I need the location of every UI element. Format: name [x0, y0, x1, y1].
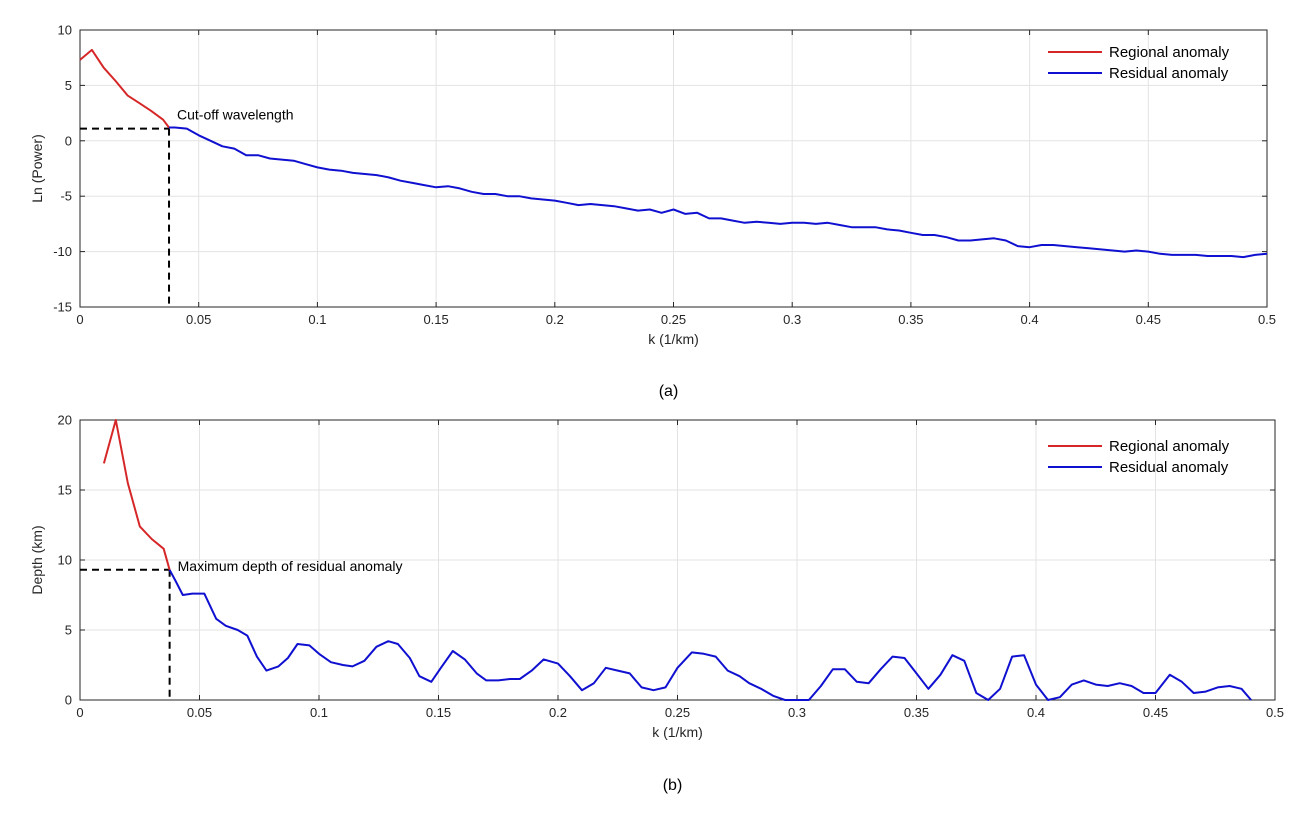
panel-b-x-tick-label: 0.05 [187, 705, 212, 720]
panel-b-series-regional-line [102, 419, 171, 571]
panel-b-legend-label-regional: Regional anomaly [1109, 438, 1230, 455]
panel-b-x-tick-label: 0.1 [310, 705, 328, 720]
panel-b-label: (b) [663, 777, 683, 794]
panel-a-y-tick-label: -10 [53, 244, 72, 259]
panel-a-annotation: Cut-off wavelength [177, 107, 293, 123]
panel-a-y-tick-label: 5 [65, 78, 72, 93]
panel-b-x-tick-label: 0.2 [549, 705, 567, 720]
panel-b-series-residual-line [168, 569, 1252, 701]
panel-b-y-tick-label: 20 [58, 413, 72, 428]
panel-b-x-axis-label: k (1/km) [652, 724, 703, 740]
panel-a-legend-label-regional: Regional anomaly [1109, 44, 1230, 61]
panel-b-y-tick-label: 5 [65, 623, 72, 638]
panel-a-label: (a) [659, 383, 679, 400]
panel-b-axes-box [79, 419, 1276, 701]
panel-a-series-regional-line [79, 48, 170, 129]
panel-b-y-tick-label: 15 [58, 483, 72, 498]
panel-b-x-tick-label: 0.35 [904, 705, 929, 720]
panel-b-x-tick-label: 0 [76, 705, 83, 720]
panel-a-y-tick-label: -15 [53, 300, 72, 315]
panel-b-y-tick-label: 10 [58, 553, 72, 568]
panel-b-x-tick-label: 0.5 [1266, 705, 1284, 720]
panel-a-x-tick-label: 0.2 [546, 312, 564, 327]
panel-b-x-tick-label: 0.25 [665, 705, 690, 720]
panel-a-x-tick-label: 0.3 [783, 312, 801, 327]
panel-a-x-tick-label: 0.15 [423, 312, 448, 327]
panel-a-x-tick-label: 0.05 [186, 312, 211, 327]
panel-a-y-tick-label: 0 [65, 133, 72, 148]
panel-a-x-tick-label: 0 [76, 312, 83, 327]
panel-a-y-axis-label: Ln (Power) [29, 134, 45, 202]
panel-a-x-tick-label: 0.45 [1136, 312, 1161, 327]
panel-a-y-tick-label: 10 [58, 23, 72, 38]
panel-b-x-tick-label: 0.15 [426, 705, 451, 720]
panel-b-x-tick-label: 0.4 [1027, 705, 1045, 720]
panel-a-x-tick-label: 0.1 [308, 312, 326, 327]
panel-a-axes-box [79, 29, 1268, 308]
panel-b-legend-label-residual: Residual anomaly [1109, 459, 1229, 476]
panel-a-x-tick-label: 0.4 [1021, 312, 1039, 327]
panel-a-y-tick-label: -5 [60, 189, 72, 204]
panel-a-legend-label-residual: Residual anomaly [1109, 65, 1229, 82]
panel-b-y-tick-label: 0 [65, 693, 72, 708]
panel-b-y-axis-label: Depth (km) [29, 525, 45, 594]
panel-a-x-tick-label: 0.5 [1258, 312, 1276, 327]
panel-a-x-tick-label: 0.35 [898, 312, 923, 327]
panel-a-series-residual-line [169, 126, 1268, 259]
panel-a-x-tick-label: 0.25 [661, 312, 686, 327]
panel-b-annotation: Maximum depth of residual anomaly [178, 558, 403, 574]
panel-b-x-tick-label: 0.3 [788, 705, 806, 720]
panel-a-x-axis-label: k (1/km) [648, 331, 699, 347]
panel-b-x-tick-label: 0.45 [1143, 705, 1168, 720]
